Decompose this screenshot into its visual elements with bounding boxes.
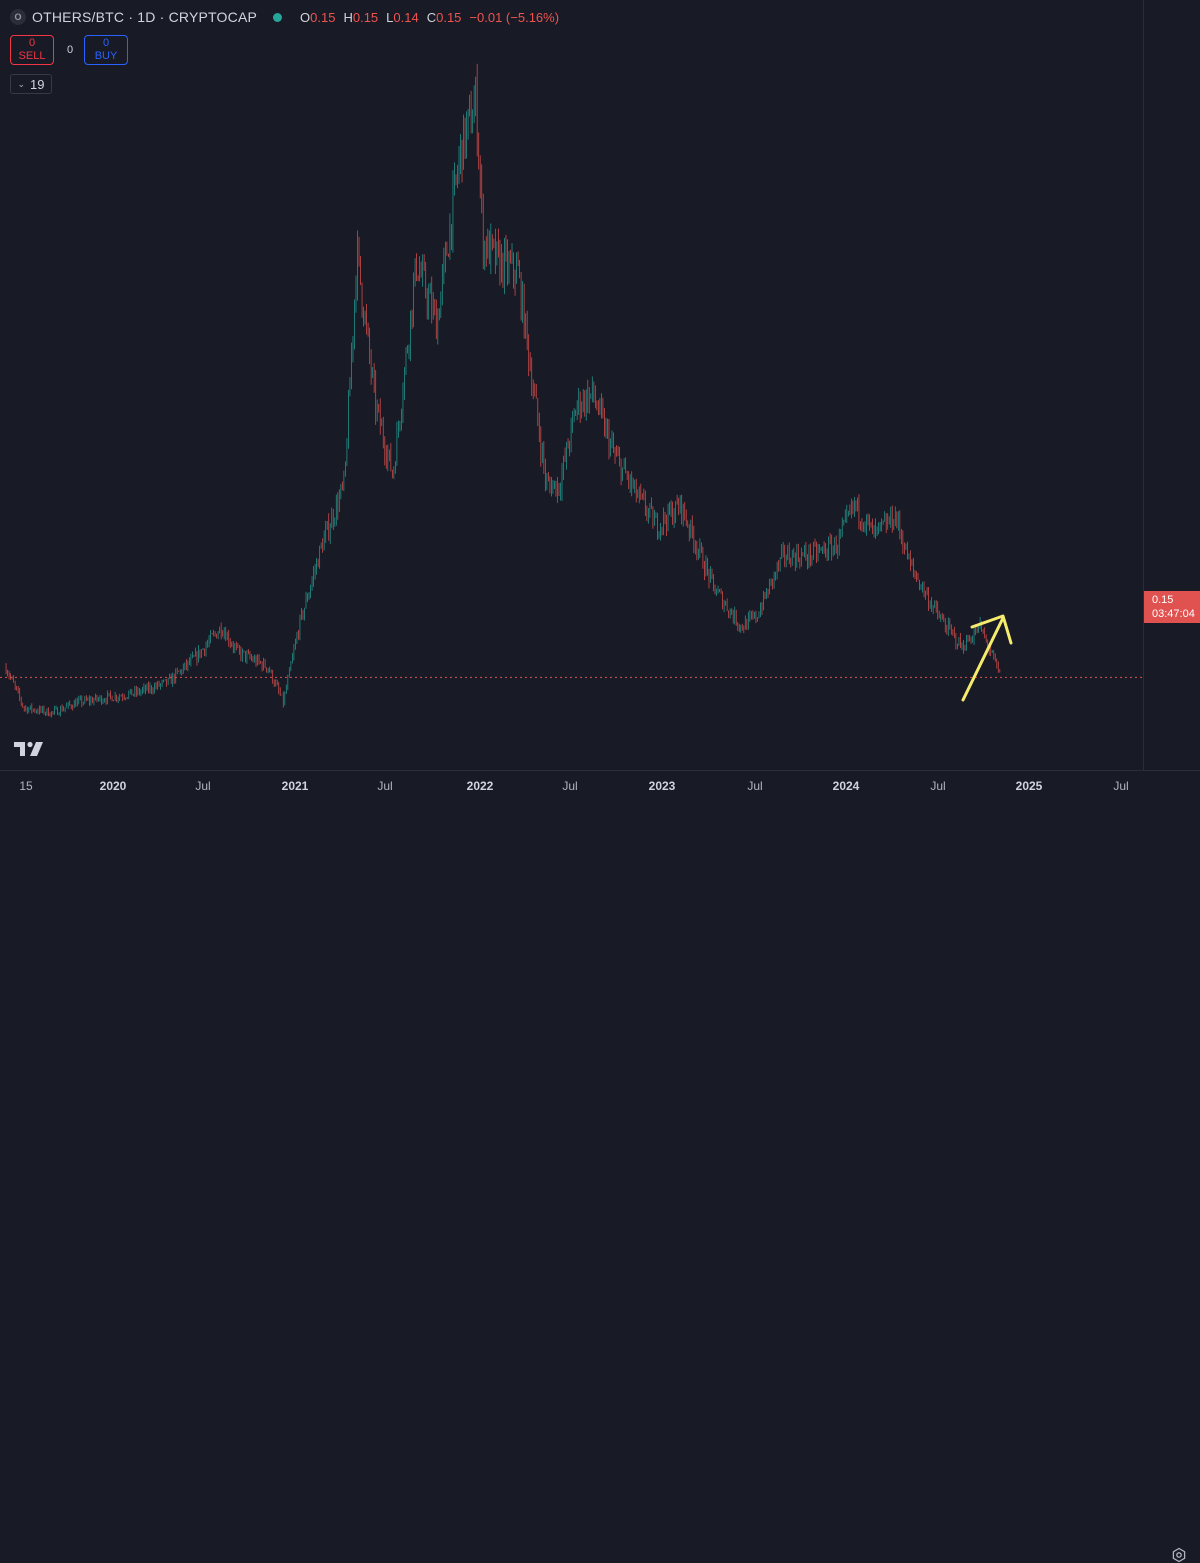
time-label: Jul	[1113, 779, 1129, 793]
time-label: Jul	[377, 779, 393, 793]
time-label: 2022	[466, 779, 494, 793]
open-label: O	[300, 9, 311, 25]
gear-icon[interactable]	[1171, 1547, 1187, 1563]
low-value: 0.14	[393, 9, 419, 25]
time-label: Jul	[747, 779, 763, 793]
close-label: C	[426, 9, 437, 25]
time-axis[interactable]: 15 2020 Jul 2021 Jul 2022 Jul 2023 Jul 2…	[0, 770, 1200, 1563]
sell-button[interactable]: 0 SELL	[10, 35, 54, 65]
candle-series	[5, 63, 1001, 718]
buy-label: BUY	[94, 50, 118, 62]
indicators-toggle-button[interactable]: ⌄ 19	[10, 74, 52, 94]
time-label: Jul	[930, 779, 946, 793]
time-label: 2024	[832, 779, 860, 793]
spread-value: 0	[67, 44, 74, 56]
indicators-count: 19	[30, 76, 45, 92]
change-value: −0.01 (−5.16%)	[469, 9, 560, 25]
open-value: 0.15	[310, 9, 336, 25]
time-label: 15	[19, 779, 33, 793]
buy-button[interactable]: 0 BUY	[84, 35, 128, 65]
time-label: 2020	[99, 779, 127, 793]
time-label: 2023	[648, 779, 676, 793]
high-label: H	[343, 9, 353, 25]
low-label: L	[386, 9, 394, 25]
price-axis[interactable]	[1143, 0, 1200, 770]
time-label: 2025	[1015, 779, 1043, 793]
symbol-title[interactable]: OTHERS/BTC · 1D · CRYPTOCAP	[32, 9, 258, 25]
time-label: Jul	[562, 779, 578, 793]
last-price-tag: 0.15 03:47:04	[1144, 591, 1200, 623]
last-price-value: 0.15	[1152, 594, 1174, 606]
high-value: 0.15	[352, 9, 379, 25]
market-status-icon[interactable]	[273, 12, 283, 22]
close-value: 0.15	[436, 9, 462, 25]
annotation-arrow	[961, 614, 1013, 702]
chevron-down-icon: ⌄	[17, 78, 26, 89]
time-label: 2021	[281, 779, 309, 793]
price-chart[interactable]	[0, 0, 1143, 770]
sell-price: 0	[28, 37, 36, 49]
symbol-legend: O OTHERS/BTC · 1D · CRYPTOCAP O 0.15 H 0.1…	[10, 8, 567, 26]
tradingview-logo-icon[interactable]	[14, 740, 46, 758]
symbol-logo-icon[interactable]: O	[10, 9, 26, 25]
bar-countdown: 03:47:04	[1152, 608, 1195, 620]
time-label: Jul	[195, 779, 211, 793]
buy-price: 0	[102, 37, 110, 49]
sell-label: SELL	[18, 50, 46, 62]
